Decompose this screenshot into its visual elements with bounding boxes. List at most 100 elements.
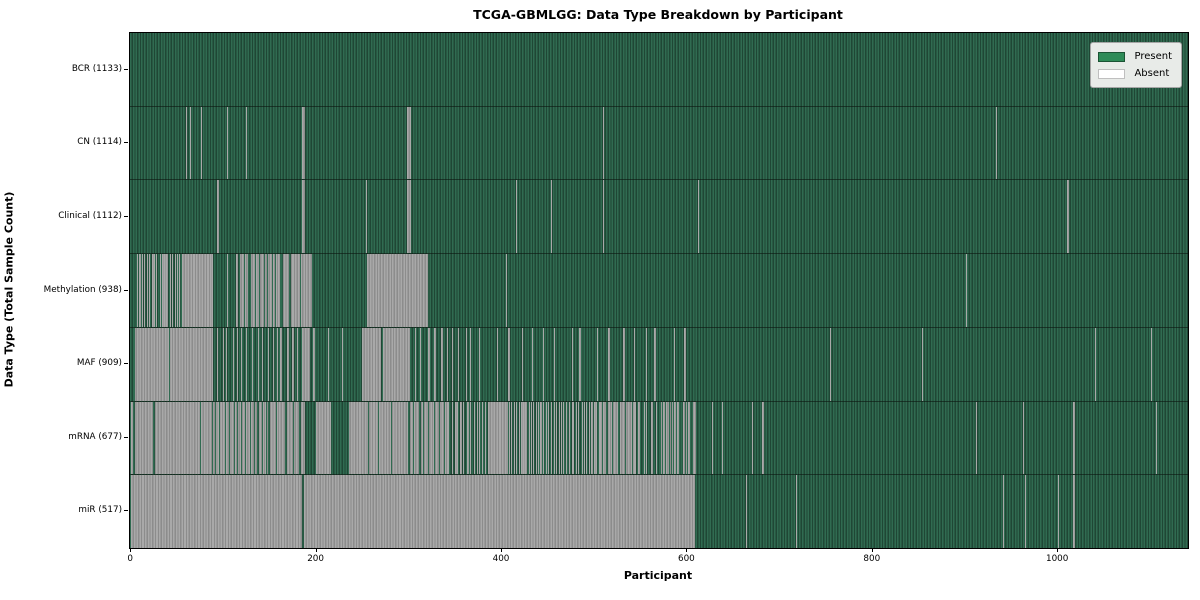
absent-segment <box>603 106 605 180</box>
absent-stripe <box>473 401 475 475</box>
legend-item-absent: Absent <box>1098 65 1172 82</box>
absent-stripe <box>542 401 545 475</box>
absent-stripe <box>513 401 516 475</box>
heatmap-rows <box>130 33 1188 549</box>
absent-segment <box>303 475 695 549</box>
absent-stripe <box>553 327 555 401</box>
y-tick-label-mRNA: mRNA (677) <box>68 431 122 442</box>
absent-stripe <box>540 401 542 475</box>
x-tick-mark <box>501 548 502 552</box>
absent-segment <box>830 327 832 401</box>
absent-stripe <box>482 401 484 475</box>
x-tick-mark <box>130 548 132 552</box>
absent-stripe <box>245 327 247 401</box>
absent-stripe <box>633 327 636 401</box>
x-axis-title: Participant <box>623 569 693 582</box>
absent-stripe <box>485 401 487 475</box>
absent-segment <box>515 180 517 254</box>
absent-stripe <box>448 401 450 475</box>
absent-stripe <box>169 254 171 327</box>
plot-area: Present Absent <box>129 32 1189 549</box>
x-tick-mark <box>686 548 688 552</box>
present-stripe <box>419 401 421 475</box>
absent-stripe <box>408 327 410 401</box>
absent-stripe <box>174 254 177 327</box>
absent-stripe <box>673 327 675 401</box>
absent-stripe <box>419 327 422 401</box>
absent-segment <box>383 327 409 401</box>
absent-stripe <box>232 327 234 401</box>
absent-stripe <box>583 401 586 475</box>
absent-stripe <box>451 401 454 475</box>
absent-stripe <box>258 327 260 401</box>
present-stripe <box>225 401 227 475</box>
legend-item-present: Present <box>1098 48 1172 65</box>
present-stripe <box>263 254 265 327</box>
present-stripe <box>289 254 291 327</box>
x-tick-mark <box>315 548 317 552</box>
absent-segment <box>315 401 332 475</box>
present-stripe <box>439 401 441 475</box>
absent-segment <box>1002 475 1004 549</box>
x-tick-mark <box>1057 548 1059 552</box>
absent-stripe <box>565 401 568 475</box>
present-stripe <box>168 327 170 401</box>
heatmap-row-Clinical <box>130 180 1188 255</box>
absent-segment <box>1022 401 1025 475</box>
absent-stripe <box>296 327 299 401</box>
absent-segment <box>406 180 412 254</box>
absent-stripe <box>553 401 555 475</box>
absent-segment <box>752 401 754 475</box>
absent-stripe <box>211 254 214 327</box>
present-stripe <box>250 401 252 475</box>
present-stripe <box>279 254 282 327</box>
x-tick-label-1000: 1000 <box>1045 554 1069 564</box>
absent-stripe <box>555 401 558 475</box>
present-stripe <box>253 401 256 475</box>
absent-segment <box>721 401 723 475</box>
absent-stripe <box>277 327 279 401</box>
absent-stripe <box>646 401 648 475</box>
absent-stripe <box>313 327 315 401</box>
absent-stripe <box>156 254 158 327</box>
absent-segment <box>189 106 191 180</box>
absent-stripe <box>479 327 481 401</box>
absent-stripe <box>469 327 471 401</box>
absent-stripe <box>478 401 481 475</box>
absent-stripe <box>684 327 686 401</box>
absent-stripe <box>149 254 151 327</box>
absent-stripe <box>568 401 570 475</box>
absent-segment <box>1067 180 1069 254</box>
present-stripe <box>668 401 670 475</box>
absent-stripe <box>591 401 593 475</box>
present-stripe <box>408 401 410 475</box>
absent-stripe <box>509 401 511 475</box>
absent-stripe <box>166 254 168 327</box>
present-stripe <box>271 254 273 327</box>
present-stripe <box>367 401 369 475</box>
absent-segment <box>1095 327 1097 401</box>
present-stripe <box>390 401 393 475</box>
absent-stripe <box>164 254 166 327</box>
x-tick-mark <box>871 548 873 552</box>
heatmap-row-CN <box>130 106 1188 181</box>
present-stripe <box>239 254 241 327</box>
absent-segment <box>200 106 202 180</box>
absent-stripe <box>496 327 498 401</box>
absent-stripe <box>446 327 448 401</box>
y-tick-mark <box>124 68 128 70</box>
absent-stripe <box>162 254 164 327</box>
absent-stripe <box>558 401 560 475</box>
absent-stripe <box>608 327 610 401</box>
x-tick-label-800: 800 <box>863 554 881 564</box>
absent-stripe <box>511 401 513 475</box>
absent-stripe <box>441 327 443 401</box>
absent-stripe <box>236 327 238 401</box>
absent-segment <box>996 106 998 180</box>
absent-stripe <box>548 401 550 475</box>
heatmap-row-BCR <box>130 33 1188 107</box>
y-tick-mark <box>124 215 128 217</box>
present-stripe <box>244 254 246 327</box>
absent-stripe <box>525 401 527 475</box>
absent-segment <box>1058 475 1060 549</box>
